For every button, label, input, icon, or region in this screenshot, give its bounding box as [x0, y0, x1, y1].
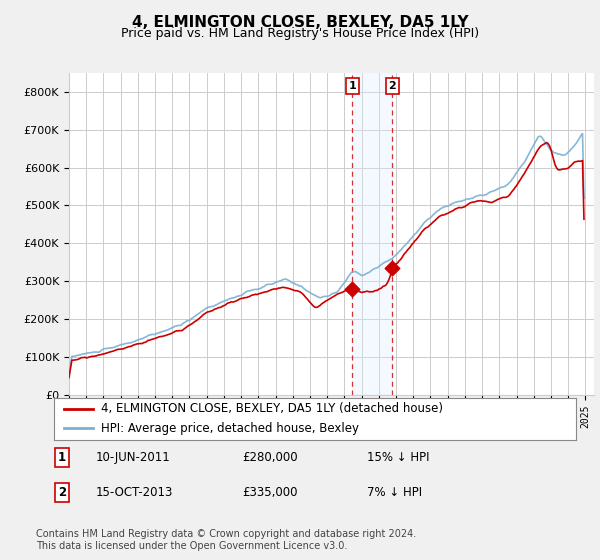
Text: 2: 2	[389, 81, 397, 91]
Text: Price paid vs. HM Land Registry's House Price Index (HPI): Price paid vs. HM Land Registry's House …	[121, 27, 479, 40]
Text: 10-JUN-2011: 10-JUN-2011	[96, 451, 170, 464]
Bar	[352, 73, 392, 395]
Text: £280,000: £280,000	[242, 451, 298, 464]
Text: 2: 2	[58, 486, 66, 500]
Text: 1: 1	[349, 81, 356, 91]
Text: 4, ELMINGTON CLOSE, BEXLEY, DA5 1LY: 4, ELMINGTON CLOSE, BEXLEY, DA5 1LY	[131, 15, 469, 30]
Text: 4, ELMINGTON CLOSE, BEXLEY, DA5 1LY (detached house): 4, ELMINGTON CLOSE, BEXLEY, DA5 1LY (det…	[101, 403, 443, 416]
Point	[347, 284, 357, 293]
Text: 15-OCT-2013: 15-OCT-2013	[96, 486, 173, 500]
Text: £335,000: £335,000	[242, 486, 298, 500]
Text: HPI: Average price, detached house, Bexley: HPI: Average price, detached house, Bexl…	[101, 422, 359, 435]
Text: 15% ↓ HPI: 15% ↓ HPI	[367, 451, 430, 464]
Text: 1: 1	[58, 451, 66, 464]
Text: 7% ↓ HPI: 7% ↓ HPI	[367, 486, 422, 500]
Point	[388, 263, 397, 272]
Text: Contains HM Land Registry data © Crown copyright and database right 2024.
This d: Contains HM Land Registry data © Crown c…	[36, 529, 416, 551]
